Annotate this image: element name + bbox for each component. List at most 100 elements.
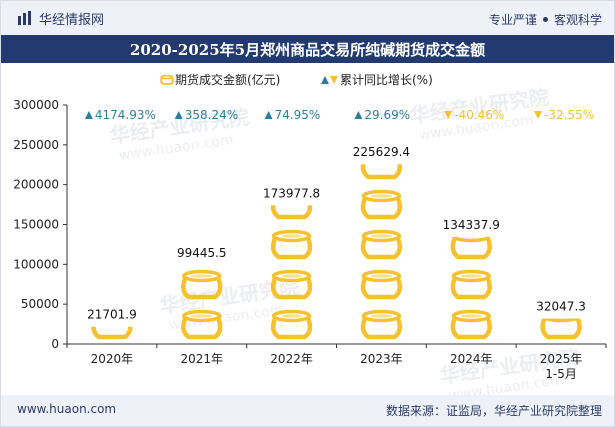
pot-body xyxy=(273,157,310,177)
y-tick-label: 100000 xyxy=(13,257,59,271)
pot-rim-inner xyxy=(101,274,123,277)
pot-rim xyxy=(543,272,579,281)
tagline: 专业严谨 客观科学 xyxy=(489,11,602,28)
tagline-dot-icon xyxy=(542,17,548,22)
pot-rim xyxy=(274,152,310,161)
bar-pot xyxy=(543,272,580,298)
logo-icon xyxy=(18,11,31,25)
pot-body xyxy=(540,318,582,340)
pot-rim xyxy=(453,192,489,201)
chart-svg: 华经产业研究院www.huaon.com华经产业研究院www.huaon.com… xyxy=(13,72,607,404)
pot-body xyxy=(91,326,133,340)
bar-pot xyxy=(181,269,223,300)
bar-pot xyxy=(450,269,492,300)
pot-body xyxy=(450,274,492,300)
pot-rim-inner xyxy=(370,314,393,318)
growth-label: 29.69% xyxy=(354,108,410,122)
pot-body xyxy=(270,274,313,300)
x-tick-label: 2021年 xyxy=(180,352,223,366)
y-tick-label: 250000 xyxy=(13,138,59,152)
triangle-up-icon xyxy=(354,111,363,119)
bar-pot xyxy=(94,272,131,298)
legend-triangle-down-icon xyxy=(330,76,338,84)
growth-value-label: 358.24% xyxy=(185,108,238,122)
pot-body xyxy=(360,274,403,300)
bar-pot xyxy=(360,164,403,180)
pot-rim-inner xyxy=(281,154,303,157)
x-tick-label: 2023年 xyxy=(360,352,403,366)
pot-body xyxy=(360,314,403,340)
logo: 华经情报网 xyxy=(17,10,105,28)
triangle-down-icon xyxy=(444,111,453,119)
bar xyxy=(91,272,133,340)
bar-value-label: 225629.4 xyxy=(353,145,410,159)
legend-label-growth: 累计同比增长(%) xyxy=(340,73,433,87)
pot-body xyxy=(453,197,490,217)
growth-value-label: 4174.93% xyxy=(95,108,156,122)
triangle-up-icon xyxy=(264,111,273,119)
bar xyxy=(540,272,582,340)
pot-body xyxy=(270,314,313,340)
pot-rim-inner xyxy=(370,274,393,278)
pot-rim-inner xyxy=(460,194,482,197)
bar-pot xyxy=(450,309,492,340)
pot-rim-inner xyxy=(190,314,213,318)
bar-value-label: 99445.5 xyxy=(177,246,227,260)
growth-value-label: 74.95% xyxy=(275,108,321,122)
pot-rim-inner xyxy=(190,274,213,278)
pot-rim xyxy=(451,236,491,243)
pot-body xyxy=(160,76,174,85)
pot-body xyxy=(270,234,313,260)
bar-pot xyxy=(360,269,403,300)
bar-pot xyxy=(270,309,313,340)
watermark: 华经产业研究院www.huaon.com华经产业研究院www.huaon.com… xyxy=(108,85,580,404)
bar-pot xyxy=(450,236,492,260)
plot-area: 华经产业研究院 www.huaon.com 华经产业研究院 www.huaon.com… xyxy=(1,63,614,404)
bar-pot xyxy=(540,314,582,340)
y-tick-label: 300000 xyxy=(13,98,59,112)
pot-rim-inner xyxy=(280,314,303,318)
tagline-right: 客观科学 xyxy=(553,13,602,27)
bar-pot xyxy=(360,309,403,340)
bar-value-label: 134337.9 xyxy=(443,218,500,232)
x-tick-label: 2024年 xyxy=(450,352,493,366)
bar-pot xyxy=(453,192,490,218)
triangle-up-icon xyxy=(174,111,183,119)
pot-rim xyxy=(184,232,220,241)
bar-pot xyxy=(360,229,403,260)
bar-value-label: 173977.8 xyxy=(263,186,320,200)
pot-rim-inner xyxy=(550,314,572,317)
pot-body xyxy=(543,277,580,297)
growth-label: -32.55% xyxy=(534,108,594,122)
pot-rim-inner xyxy=(462,236,480,238)
bar xyxy=(270,152,313,340)
growth-value-label: 29.69% xyxy=(364,108,410,122)
bar-pot xyxy=(181,309,223,340)
logo-text: 华经情报网 xyxy=(39,12,105,28)
bar-pot xyxy=(270,269,313,300)
growth-value-label: -32.55% xyxy=(544,108,594,122)
bar-value-label: 32047.3 xyxy=(536,299,586,313)
growth-label: 358.24% xyxy=(174,108,238,122)
pot-body xyxy=(270,205,313,220)
pot-rim-inner xyxy=(370,234,393,238)
pot-rim-inner xyxy=(460,274,483,278)
pot-body xyxy=(360,164,403,180)
pot-rim-inner xyxy=(370,194,393,198)
pot-rim xyxy=(160,74,174,80)
growth-label: -40.46% xyxy=(444,108,504,122)
header-bar: 华经情报网 专业严谨 客观科学 xyxy=(1,1,614,35)
triangle-down-icon xyxy=(534,111,543,119)
legend-triangle-up-icon xyxy=(321,76,329,84)
x-tick-label: 2020年 xyxy=(91,352,134,366)
y-tick-label: 150000 xyxy=(13,218,59,232)
bar-pot xyxy=(360,189,403,220)
pot-body xyxy=(181,314,223,340)
pot-body xyxy=(94,277,131,297)
y-tick-label: 50000 xyxy=(21,297,59,311)
pot-body xyxy=(360,234,403,260)
bar-pot xyxy=(270,205,313,220)
y-tick-label: 200000 xyxy=(13,178,59,192)
x-tick-label: 1-5月 xyxy=(545,367,577,381)
pot-rim xyxy=(94,272,130,281)
